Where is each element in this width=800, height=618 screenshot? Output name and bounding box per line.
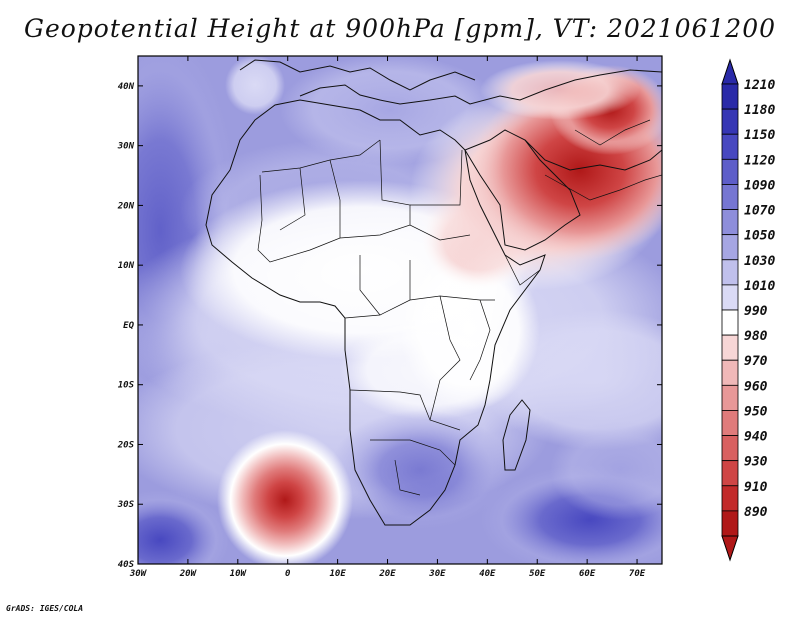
lat-tick-label: 10N — [118, 261, 135, 271]
lon-tick-label: 10W — [230, 569, 248, 579]
map-title: Geopotential Height at 900hPa [gpm], VT:… — [23, 14, 777, 43]
colorbar-swatch — [721, 108, 739, 135]
colorbar-swatch — [721, 83, 739, 110]
colorbar-swatch — [721, 460, 739, 487]
colorbar-label: 950 — [744, 404, 768, 419]
lat-tick-label: EQ — [123, 321, 134, 331]
coastlines — [205, 59, 662, 526]
colorbar-label: 890 — [744, 505, 768, 520]
lat-tick-label: 10S — [118, 381, 135, 391]
colorbar-label: 1010 — [744, 279, 775, 294]
colorbar-label: 1070 — [744, 204, 775, 219]
country-borders — [257, 119, 662, 496]
colorbar-label: 910 — [744, 480, 768, 495]
map-frame — [137, 55, 663, 565]
lat-tick-label: 40S — [118, 560, 135, 570]
lon-tick-label: 30W — [129, 569, 148, 579]
colorbar-label: 1090 — [744, 178, 775, 193]
colorbar-swatch — [721, 259, 739, 286]
colorbar-swatch — [721, 359, 739, 386]
colorbar-label: 1030 — [744, 254, 775, 269]
colorbar-swatch — [721, 485, 739, 512]
colorbar-swatch — [721, 209, 739, 236]
lon-tick-label: 70E — [629, 569, 646, 579]
colorbar-swatch — [721, 284, 739, 311]
colorbar-swatch — [721, 510, 739, 537]
lon-tick-label: 50E — [529, 569, 546, 579]
colorbar-swatch — [721, 410, 739, 436]
lat-tick-label: 30N — [117, 142, 135, 152]
lat-tick-label: 20N — [117, 201, 135, 211]
colorbar-label: 1150 — [744, 128, 775, 143]
lon-tick-label: 10E — [329, 569, 346, 579]
colorbar-swatch — [721, 334, 739, 361]
colorbar-swatch — [721, 309, 739, 336]
colorbar-swatch — [721, 184, 739, 210]
colorbar-swatch — [721, 234, 739, 261]
colorbar-label: 1210 — [744, 78, 775, 93]
colorbar-label: 1120 — [744, 153, 775, 168]
colorbar-label: 960 — [744, 379, 768, 394]
colorbar-label: 980 — [744, 329, 768, 344]
lon-tick-label: 40E — [479, 569, 496, 579]
colorbar-label: 970 — [744, 354, 768, 369]
colorbar-swatch — [721, 133, 739, 160]
colorbar-top-arrow — [721, 58, 739, 85]
shaded-field — [138, 56, 662, 564]
colorbar-label: 930 — [744, 455, 768, 470]
latitude-ticks: 40N 30N 20N 10N EQ 10S 20S 30S 40S — [117, 82, 662, 570]
lat-tick-label: 20S — [117, 440, 135, 450]
colorbar-bottom-arrow — [721, 535, 739, 562]
colorbar-swatch — [721, 435, 739, 462]
lon-tick-label: 20E — [378, 569, 396, 579]
lon-tick-label: 0 — [285, 569, 291, 579]
colorbar: 1210 1180 1150 1120 1090 1070 1050 1030 1010 990 9… — [721, 58, 775, 562]
lon-tick-label: 20W — [179, 569, 198, 579]
colorbar-swatch — [721, 158, 739, 185]
colorbar-swatch — [721, 384, 739, 411]
longitude-ticks: 30W 20W 10W 0 10E 20E 30E 40E 50E 60E 70E — [129, 56, 646, 579]
colorbar-label: 1050 — [744, 229, 775, 244]
lon-tick-label: 30E — [428, 569, 446, 579]
lon-tick-label: 60E — [579, 569, 596, 579]
colorbar-label: 1180 — [744, 103, 775, 118]
colorbar-label: 940 — [744, 430, 768, 445]
lat-tick-label: 40N — [118, 82, 135, 92]
colorbar-label: 990 — [744, 304, 768, 319]
footer-credit: GrADS: IGES/COLA — [6, 604, 84, 613]
lat-tick-label: 30S — [117, 500, 135, 510]
